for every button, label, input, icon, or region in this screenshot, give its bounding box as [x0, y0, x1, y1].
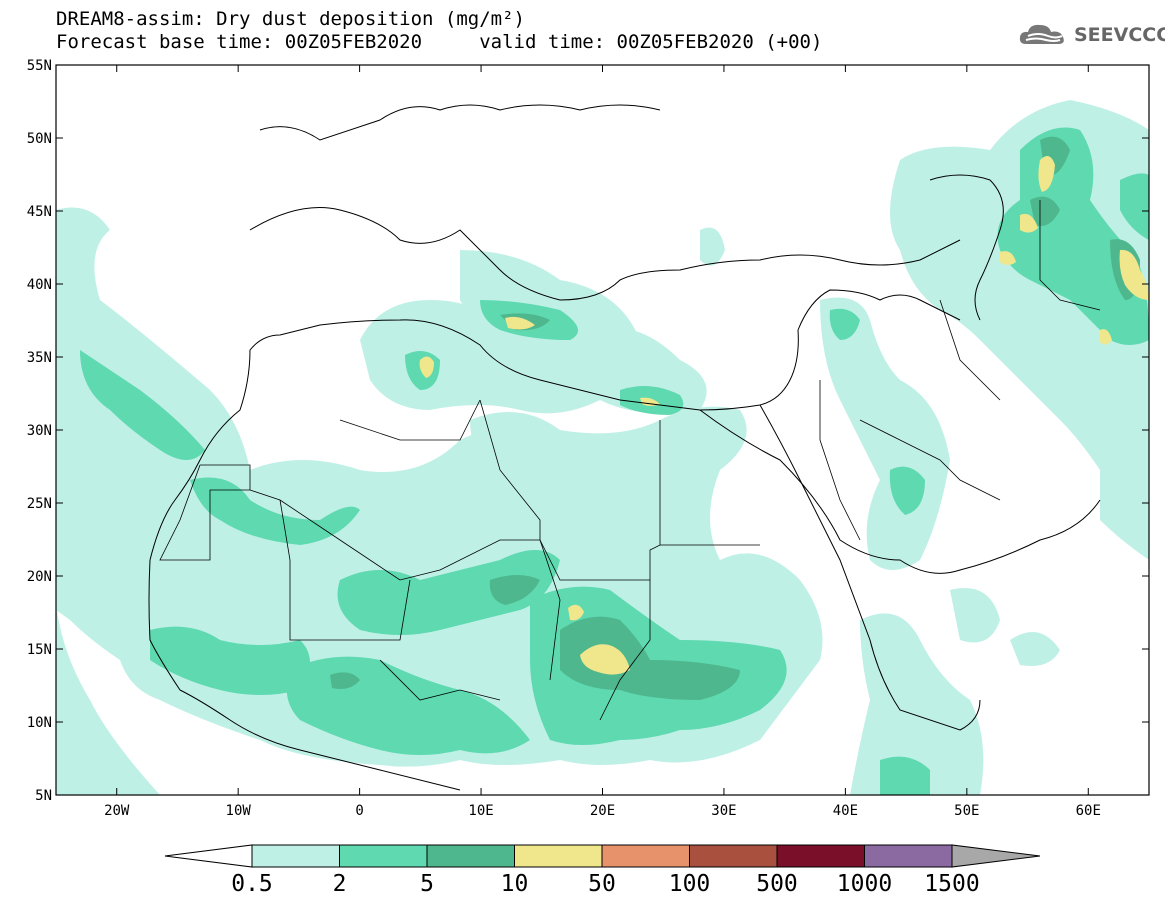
lat-tick-label: 40N — [27, 277, 52, 293]
lon-tick-label: 10W — [226, 803, 252, 819]
colorbar-label: 5 — [420, 871, 434, 897]
seevccc-logo: SEEVCCC — [1018, 22, 1165, 48]
colorbar-label: 50 — [588, 871, 616, 897]
lat-tick-label: 45N — [27, 204, 52, 220]
colorbar-swatch — [339, 844, 428, 868]
colorbar-swatch — [514, 844, 603, 868]
colorbar-label: 10 — [500, 871, 529, 897]
colorbar-swatch — [864, 844, 953, 868]
lon-tick-label: 60E — [1076, 803, 1101, 819]
lat-tick-label: 5N — [35, 788, 52, 804]
lon-tick-label: 0 — [355, 803, 363, 819]
colorbar-swatch — [601, 844, 690, 868]
coastlines — [148, 104, 1101, 791]
colorbar-label: 500 — [756, 871, 798, 897]
longitude-axis: 20W 10W 0 10E 20E 30E 40E 50E 60E — [104, 65, 1101, 819]
colorbar — [164, 844, 1041, 868]
colorbar-label: 1500 — [924, 871, 980, 897]
colorbar-swatch — [426, 844, 515, 868]
lat-tick-label: 10N — [27, 715, 52, 731]
forecast-time-line: Forecast base time: 00Z05FEB2020 valid t… — [56, 31, 823, 53]
lon-tick-label: 10E — [468, 803, 493, 819]
lat-tick-label: 20N — [27, 569, 52, 585]
lat-tick-label: 50N — [27, 131, 52, 147]
lon-tick-label: 20E — [590, 803, 615, 819]
latitude-axis: 55N 50N 45N 40N 35N 30N 25N 20N 15N 10N 5N — [27, 58, 1149, 804]
colorbar-high-extension — [951, 844, 1041, 868]
lat-tick-label: 55N — [27, 58, 52, 74]
colorbar-label: 100 — [668, 871, 711, 897]
lon-tick-label: 30E — [711, 803, 736, 819]
lat-tick-label: 15N — [27, 642, 52, 658]
logo-text: SEEVCCC — [1074, 24, 1165, 46]
map-title: DREAM8-assim: Dry dust deposition (mg/m²… — [56, 8, 525, 30]
lon-tick-label: 20W — [104, 803, 130, 819]
cloud-logo-icon — [1019, 24, 1064, 44]
country-borders — [159, 200, 1101, 721]
dust-level-yellow — [419, 156, 1149, 675]
colorbar-label: 2 — [332, 871, 347, 897]
colorbar-swatch — [776, 844, 865, 868]
lat-tick-label: 30N — [27, 423, 52, 439]
lat-tick-label: 25N — [27, 496, 52, 512]
colorbar-low-extension — [164, 844, 253, 868]
colorbar-swatch — [689, 844, 778, 868]
colorbar-label: 0.5 — [231, 871, 273, 897]
dust-field — [56, 100, 1149, 795]
colorbar-swatch — [251, 844, 340, 868]
lat-tick-label: 35N — [27, 350, 52, 366]
lon-tick-label: 50E — [954, 803, 979, 819]
lon-tick-label: 40E — [833, 803, 858, 819]
colorbar-label: 1000 — [836, 871, 893, 897]
